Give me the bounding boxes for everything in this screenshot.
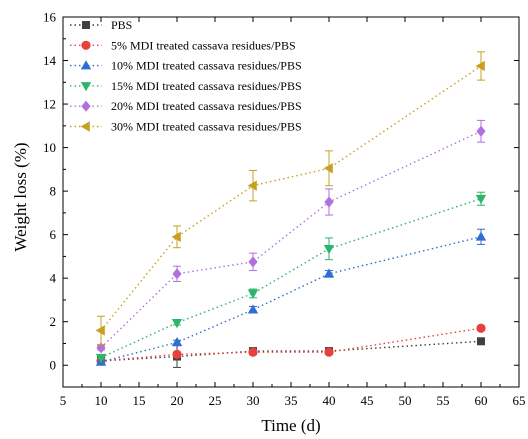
data-point (477, 337, 485, 346)
series-layer (95, 51, 487, 368)
y-tick-label: 6 (50, 227, 57, 242)
x-tick-label: 25 (209, 393, 222, 408)
data-point (248, 256, 258, 268)
series-line (100, 236, 482, 363)
data-point (475, 194, 487, 205)
y-tick-label: 4 (50, 271, 57, 286)
data-point (324, 196, 334, 208)
data-point (248, 347, 258, 357)
data-point (476, 125, 486, 137)
data-point (476, 323, 486, 333)
legend-marker (80, 121, 90, 132)
legend-label: 15% MDI treated cassava residues/PBS (111, 79, 302, 93)
y-tick-label: 2 (50, 314, 57, 329)
x-tick-label: 40 (323, 393, 336, 408)
y-ticks: 0 2 4 6 8 10 12 14 16 (43, 10, 519, 373)
x-tick-label: 20 (171, 393, 184, 408)
legend-marker (81, 40, 91, 50)
data-point (95, 353, 107, 364)
x-tick-label: 15 (133, 393, 146, 408)
x-ticks: 5 10 15 20 25 30 35 40 45 50 55 60 65 (60, 17, 526, 408)
y-tick-label: 0 (50, 358, 57, 373)
y-axis-label: Weight loss (%) (11, 142, 30, 251)
x-tick-label: 60 (475, 393, 488, 408)
y-tick-label: 12 (43, 97, 56, 112)
series-line (100, 327, 482, 362)
x-tick-label: 5 (60, 393, 67, 408)
series-5 (96, 119, 486, 354)
legend: PBS 5% MDI treated cassava residues/PBS 10… (70, 18, 302, 134)
series-line (100, 340, 482, 362)
legend-label: PBS (111, 18, 132, 32)
data-point (323, 268, 335, 278)
legend-label: 20% MDI treated cassava residues/PBS (111, 99, 302, 113)
data-point (171, 231, 181, 243)
legend-marker (80, 82, 92, 92)
legend-marker (80, 60, 92, 70)
data-point (95, 325, 105, 336)
data-point (324, 347, 334, 357)
x-tick-label: 65 (513, 393, 526, 408)
x-axis-label: Time (d) (261, 416, 320, 435)
data-point (247, 289, 259, 299)
series-2 (96, 323, 486, 366)
legend-marker (81, 100, 91, 112)
x-tick-label: 50 (399, 393, 412, 408)
legend-label: 10% MDI treated cassava residues/PBS (111, 59, 302, 73)
data-point (171, 318, 183, 329)
y-tick-label: 14 (43, 53, 57, 68)
legend-marker (82, 21, 90, 29)
x-tick-label: 10 (95, 393, 108, 408)
series-6 (95, 51, 485, 346)
series-line (100, 198, 482, 359)
data-point (247, 180, 257, 191)
legend-label: 5% MDI treated cassava residues/PBS (111, 38, 296, 52)
data-point (323, 163, 333, 174)
y-tick-label: 16 (43, 10, 57, 25)
series-4 (95, 191, 487, 364)
x-tick-label: 45 (361, 393, 374, 408)
data-point (323, 244, 335, 255)
series-line (100, 130, 482, 349)
legend-label: 30% MDI treated cassava residues/PBS (111, 120, 302, 134)
data-point (172, 268, 182, 280)
data-point (247, 304, 259, 314)
y-tick-label: 8 (50, 184, 57, 199)
data-point (172, 349, 182, 359)
data-point (475, 231, 487, 241)
data-point (96, 342, 106, 354)
data-point (171, 336, 183, 347)
y-tick-label: 10 (43, 140, 56, 155)
x-tick-label: 55 (437, 393, 450, 408)
data-point (475, 60, 485, 72)
x-tick-label: 35 (285, 393, 298, 408)
x-tick-label: 30 (247, 393, 260, 408)
series-3 (95, 228, 487, 366)
